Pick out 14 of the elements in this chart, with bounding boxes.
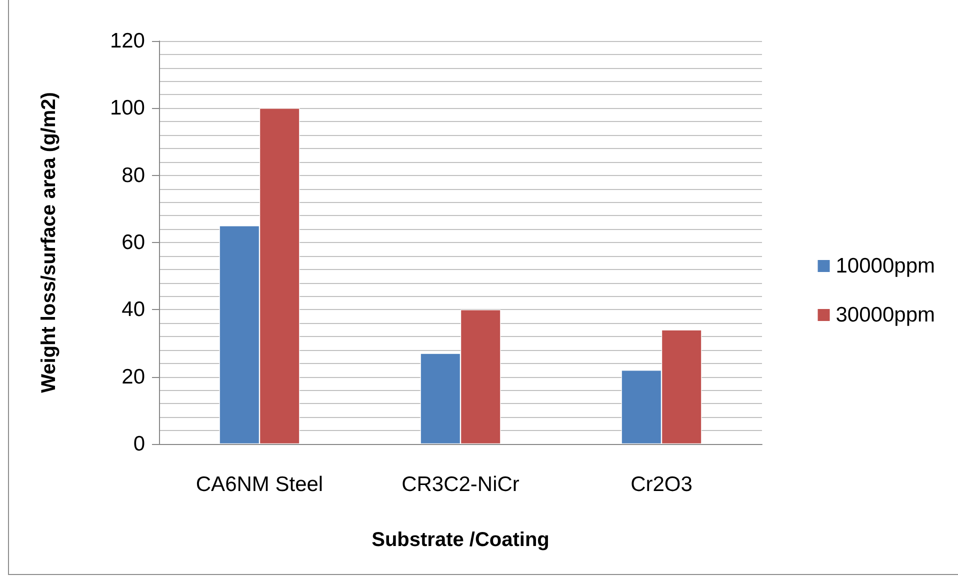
x-tick-label: CR3C2-NiCr [402, 473, 520, 496]
legend-label: 10000ppm [836, 254, 935, 278]
y-tick-label: 120 [110, 30, 145, 52]
y-tick-label: 100 [110, 96, 145, 120]
y-axis-title: Weight loss/surface area (g/m2) [38, 92, 60, 393]
y-tick-label: 20 [122, 365, 145, 388]
x-tick-label: CA6NM Steel [196, 473, 324, 496]
y-tick-label: 60 [122, 231, 145, 254]
legend-label: 30000ppm [836, 304, 935, 326]
y-tick-label: 80 [122, 164, 145, 187]
y-tick-label: 40 [122, 298, 145, 322]
x-axis-title: Substrate /Coating [372, 529, 550, 551]
x-tick-label: Cr2O3 [630, 473, 692, 496]
y-tick-label: 0 [133, 432, 145, 456]
